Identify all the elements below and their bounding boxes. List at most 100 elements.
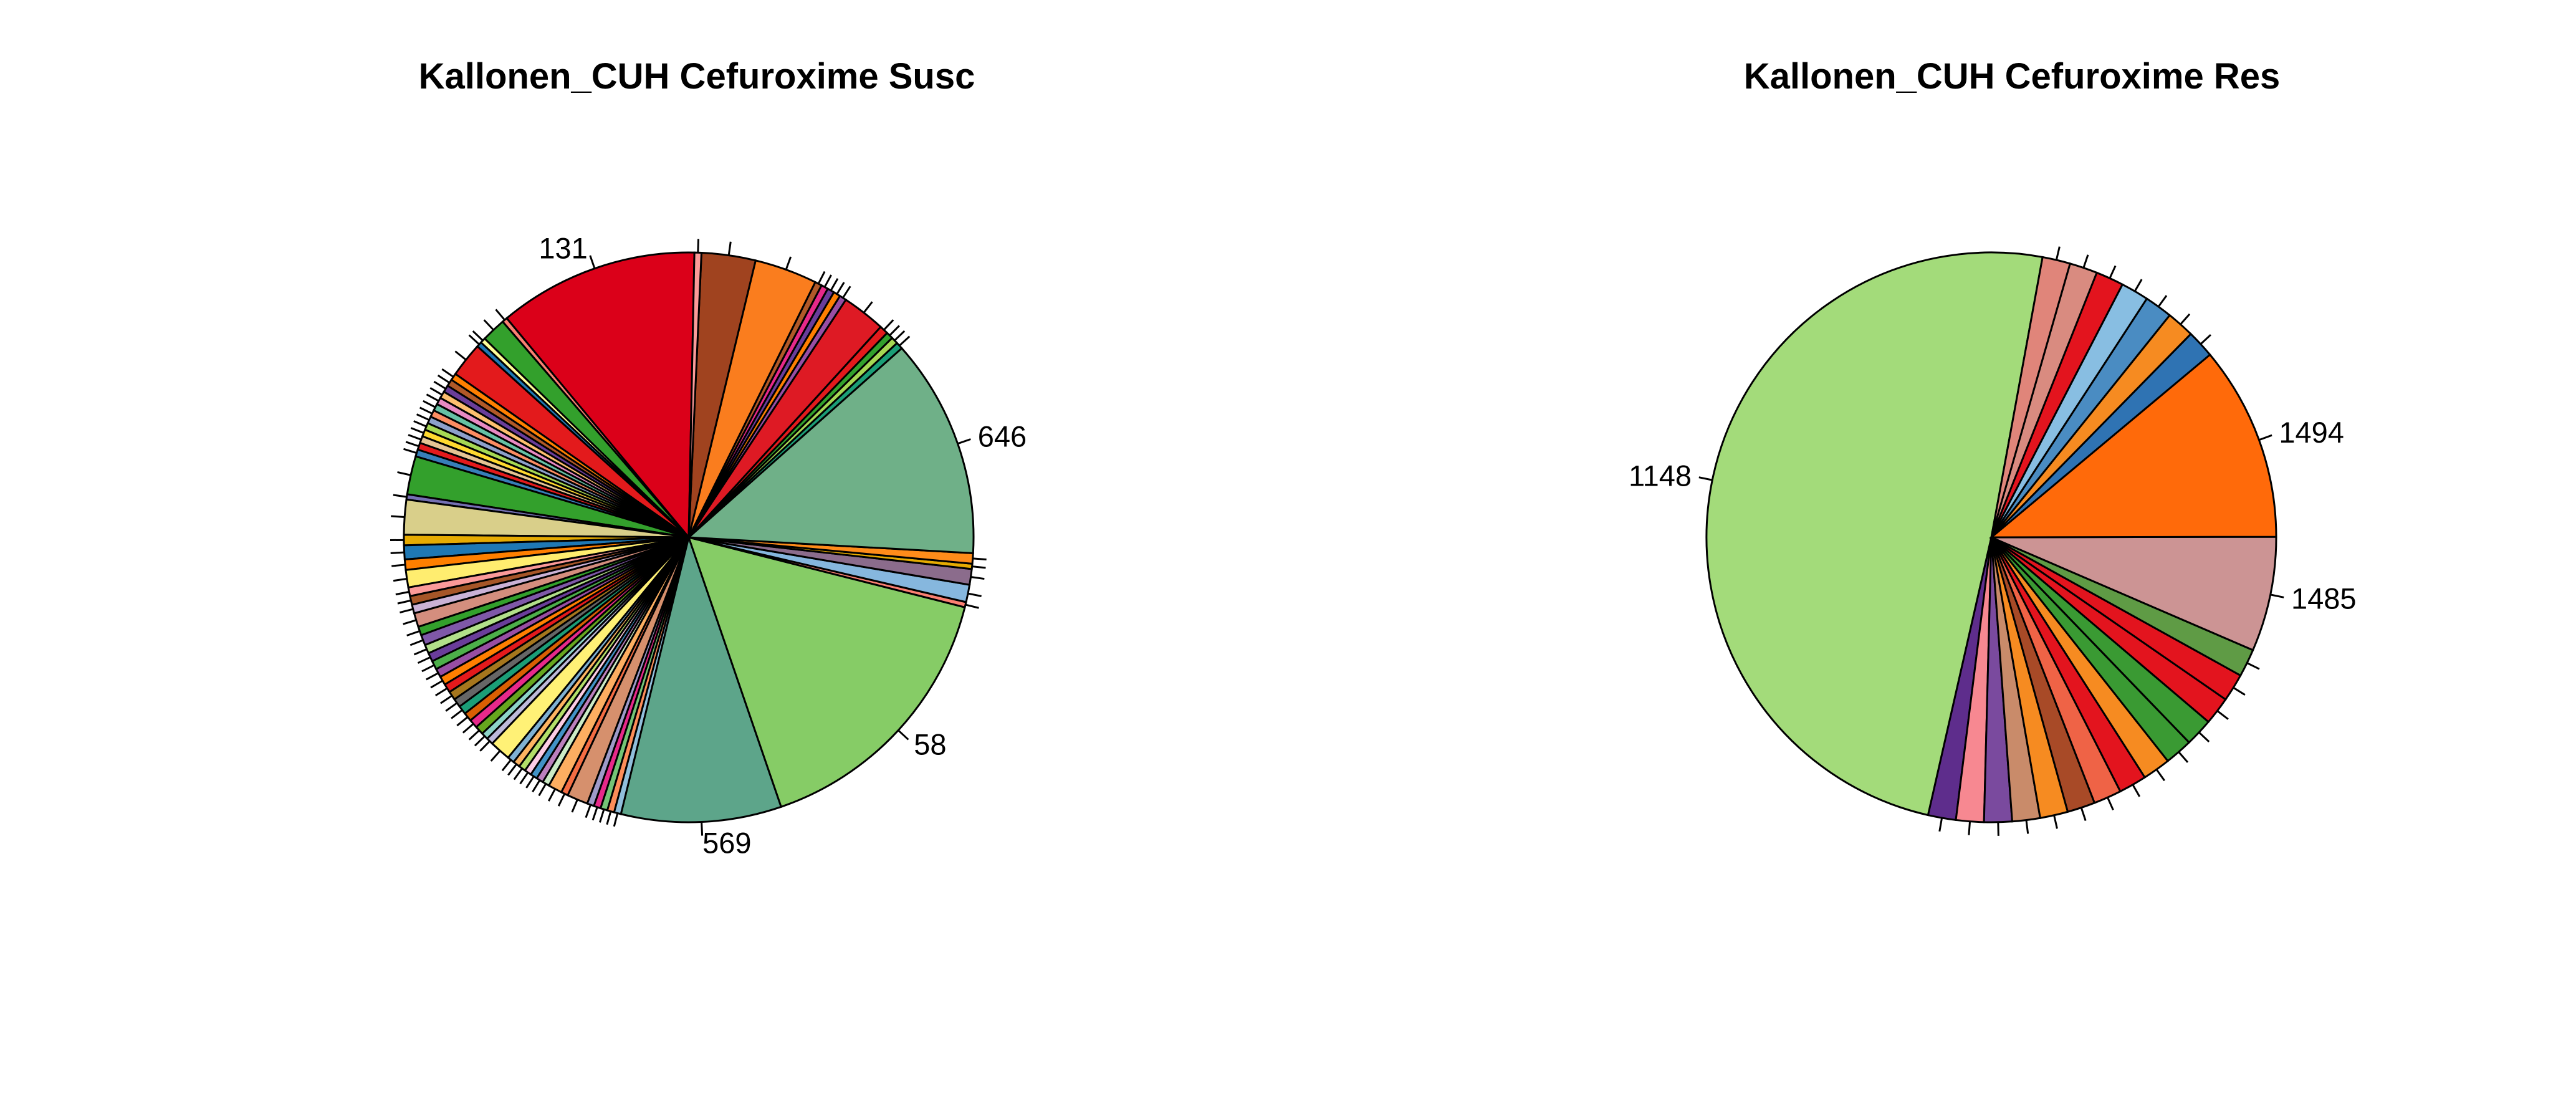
slice-label-tick bbox=[2082, 254, 2089, 269]
pie-labels: 131 569 58 646 bbox=[390, 232, 1027, 860]
slice-label-tick bbox=[472, 330, 484, 342]
slice-label-tick bbox=[393, 577, 408, 582]
slice-label-tick bbox=[525, 775, 535, 789]
slice-label-tick bbox=[970, 576, 985, 580]
chart-title: Kallonen_CUH Cefuroxime Res bbox=[1744, 56, 2281, 97]
slice-label-tick bbox=[606, 811, 612, 825]
slice-label-tick bbox=[439, 694, 452, 704]
slice-label-tick bbox=[393, 494, 407, 498]
slice-label-tick bbox=[894, 330, 906, 342]
slice-label-tick bbox=[889, 325, 900, 337]
slice-label-tick bbox=[2132, 784, 2141, 797]
slice-label-tick bbox=[490, 750, 501, 762]
pie-slices bbox=[403, 251, 975, 823]
slice-label-tick bbox=[2178, 751, 2189, 763]
slice-label: 1148 bbox=[1629, 459, 1692, 492]
slice-label-tick bbox=[547, 788, 556, 802]
slice-label-tick bbox=[2258, 434, 2272, 441]
slice-label-tick bbox=[2025, 820, 2029, 834]
slice-label-tick bbox=[403, 619, 417, 625]
slice-label-tick bbox=[863, 301, 873, 314]
slice-label-tick bbox=[2133, 279, 2143, 292]
slice-label-tick bbox=[532, 779, 541, 793]
slice-label-tick bbox=[413, 420, 427, 428]
slice-label-tick bbox=[513, 767, 523, 780]
pie-slice bbox=[687, 535, 966, 809]
slice-label-tick bbox=[430, 679, 443, 689]
slice-label: 58 bbox=[914, 728, 946, 761]
slice-label-tick bbox=[697, 239, 700, 253]
pie-labels: 1148 1485 1494 bbox=[1629, 246, 2357, 836]
slice-label-tick bbox=[2155, 769, 2165, 782]
pie-slice bbox=[686, 347, 975, 555]
slice-label-tick bbox=[395, 590, 409, 596]
slice-label-tick bbox=[2055, 246, 2061, 261]
pie-slice bbox=[1990, 256, 2072, 538]
slice-label-tick bbox=[419, 406, 433, 415]
slice-label-tick bbox=[454, 350, 467, 361]
slice-label-tick bbox=[591, 807, 598, 821]
slice-label-tick bbox=[1698, 476, 1713, 481]
slice-label-tick bbox=[474, 735, 486, 747]
slice-label-tick bbox=[405, 441, 419, 448]
slice-label-tick bbox=[965, 603, 979, 609]
slice-label-tick bbox=[2080, 807, 2087, 821]
slice-label-tick bbox=[495, 309, 505, 321]
slice-label-tick bbox=[2233, 686, 2246, 696]
slice-label-tick bbox=[416, 413, 430, 421]
slice-label-tick bbox=[391, 564, 406, 567]
slice-label: 1485 bbox=[2291, 582, 2357, 615]
slice-label-tick bbox=[727, 241, 732, 256]
pie-slice bbox=[620, 534, 783, 823]
pie-slice bbox=[1991, 535, 2277, 651]
slice-label-tick bbox=[406, 630, 420, 636]
slice-label-tick bbox=[437, 374, 450, 384]
slice-label-tick bbox=[445, 702, 458, 712]
slice-label-tick bbox=[426, 672, 439, 681]
slice-label-tick bbox=[390, 551, 405, 554]
slice-label-tick bbox=[883, 319, 894, 331]
slice-label-tick bbox=[468, 334, 480, 345]
pie-chart-resistant: Kallonen_CUH Cefuroxime Res 1148 1485 1494 bbox=[1629, 56, 2357, 836]
slice-label-tick bbox=[842, 286, 851, 299]
slice-label-tick bbox=[400, 608, 414, 614]
slice-label-tick bbox=[2157, 295, 2168, 307]
slice-label-tick bbox=[1968, 821, 1971, 835]
slice-label-tick bbox=[417, 656, 431, 664]
slice-label-tick bbox=[598, 809, 605, 823]
slice-label-tick bbox=[2180, 313, 2191, 325]
slice-label-tick bbox=[456, 716, 469, 727]
slice-label-tick bbox=[589, 255, 596, 269]
slice-label-tick bbox=[462, 722, 474, 734]
slice-label: 646 bbox=[978, 420, 1027, 453]
slice-label-tick bbox=[410, 427, 424, 434]
slice-label-tick bbox=[423, 400, 436, 408]
slice-label-tick bbox=[957, 438, 971, 445]
slice-label: 1494 bbox=[2279, 416, 2344, 449]
slice-label-tick bbox=[972, 565, 986, 569]
slice-label-tick bbox=[397, 471, 411, 476]
slice-label-tick bbox=[409, 639, 424, 646]
pie-slice bbox=[505, 251, 696, 540]
slice-label-tick bbox=[468, 729, 480, 741]
slice-label-tick bbox=[479, 740, 491, 752]
slice-label-tick bbox=[585, 804, 591, 818]
slice-label: 131 bbox=[539, 232, 587, 265]
slice-label-tick bbox=[441, 368, 454, 378]
slice-label-tick bbox=[2270, 593, 2284, 598]
slice-label-tick bbox=[2053, 815, 2058, 829]
slice-label-tick bbox=[429, 387, 443, 396]
slice-label-tick bbox=[434, 687, 448, 697]
slice-label-tick bbox=[2107, 797, 2114, 810]
slice-label-tick bbox=[538, 783, 547, 797]
slice-label: 569 bbox=[702, 827, 751, 860]
pie-slices bbox=[1705, 251, 2277, 823]
slice-label-tick bbox=[433, 380, 446, 390]
slice-label-tick bbox=[413, 648, 428, 656]
slice-label-tick bbox=[571, 799, 578, 813]
slice-label-tick bbox=[451, 709, 463, 719]
slice-label-tick bbox=[967, 592, 982, 597]
slice-label-tick bbox=[836, 282, 845, 295]
pie-chart-susceptible: Kallonen_CUH Cefuroxime Susc 131 569 58 646 bbox=[390, 56, 1027, 860]
